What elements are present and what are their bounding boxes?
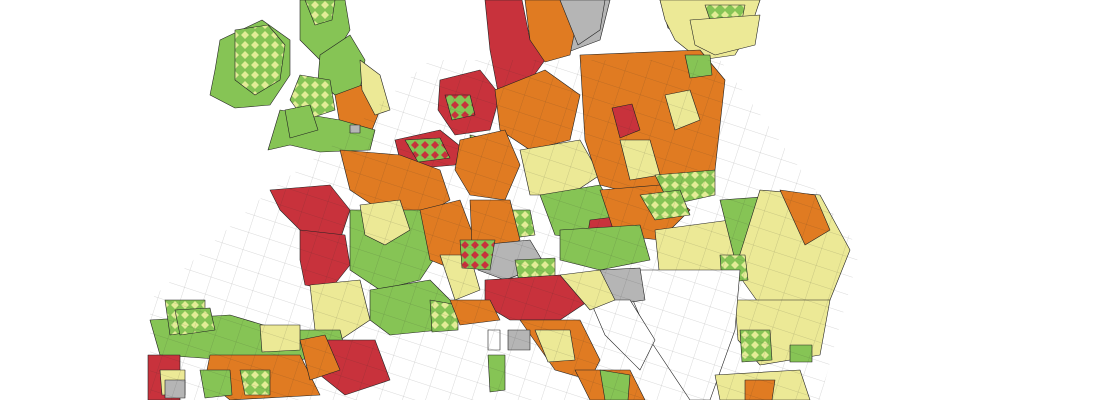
region-scotland-hatch [304, 0, 336, 26]
region-boundaries [150, 60, 860, 400]
region-lithuania [689, 14, 761, 56]
region-ireland-hatch [234, 24, 286, 96]
region-sweden-grey [559, 0, 606, 46]
region-sweden-south [524, 0, 576, 63]
region-wales [284, 104, 319, 139]
